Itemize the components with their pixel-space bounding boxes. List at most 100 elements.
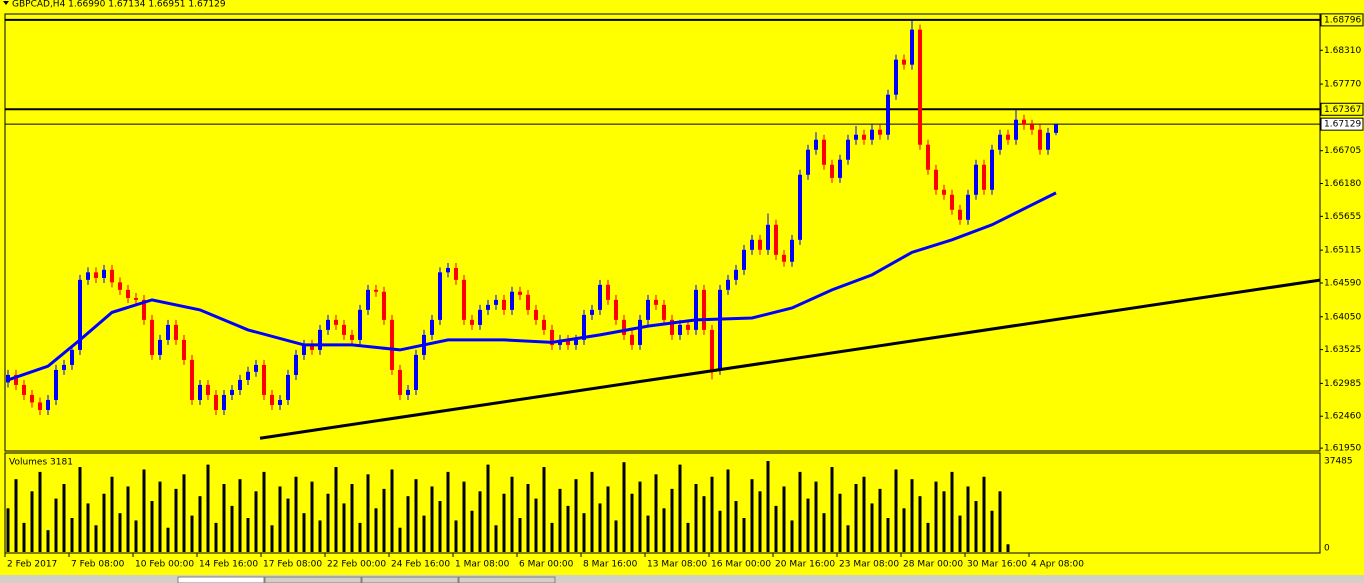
volume-bar — [22, 522, 26, 552]
candle-body — [230, 389, 234, 395]
candle-body — [782, 254, 786, 262]
y-tick-label: 1.66180 — [1324, 179, 1361, 189]
x-tick-label: 10 Feb 00:00 — [135, 560, 194, 570]
volume-bar — [582, 513, 586, 552]
volume-bar — [662, 508, 666, 552]
volume-bar — [334, 467, 338, 552]
candle-body — [486, 304, 490, 310]
volume-bar — [390, 469, 394, 552]
y-tick-label: 1.62460 — [1324, 412, 1361, 422]
volume-bar — [310, 481, 314, 552]
volume-bar — [798, 471, 802, 552]
volume-bar — [510, 476, 514, 552]
candle-body — [1014, 119, 1018, 140]
candle-body — [1054, 124, 1058, 133]
candle-body — [326, 319, 330, 330]
volume-bar — [494, 525, 498, 552]
volume-bar — [670, 488, 674, 552]
volume-bar — [302, 513, 306, 552]
candle-body — [1046, 132, 1050, 150]
candle-body — [758, 239, 762, 250]
x-tick-label: 13 Mar 08:00 — [647, 560, 707, 570]
volume-bar — [342, 503, 346, 552]
candle-body — [246, 371, 250, 380]
candle-body — [254, 364, 258, 372]
volume-bar — [718, 510, 722, 552]
tab[interactable] — [361, 576, 459, 583]
candle-body — [158, 339, 162, 355]
volume-title: Volumes 3181 — [9, 458, 73, 468]
candle-body — [814, 139, 818, 150]
volume-bar — [38, 471, 42, 552]
volume-bar — [238, 479, 242, 552]
x-tick-label: 24 Feb 16:00 — [391, 560, 450, 570]
volume-bar — [982, 476, 986, 552]
volume-bar — [630, 493, 634, 552]
volume-bar — [958, 515, 962, 552]
candle-body — [902, 59, 906, 65]
volume-bar — [638, 481, 642, 552]
volume-bar — [158, 481, 162, 552]
volume-bar — [86, 503, 90, 552]
candle-body — [310, 344, 314, 350]
candle-body — [46, 399, 50, 410]
volume-bar — [350, 484, 354, 552]
candle-body — [182, 339, 186, 360]
candle-body — [70, 349, 74, 365]
menu-arrow[interactable] — [3, 1, 9, 5]
volume-bar — [590, 471, 594, 552]
candle-body — [366, 289, 370, 310]
candle-body — [222, 394, 226, 410]
volume-bar — [686, 522, 690, 552]
candle-body — [350, 334, 354, 340]
volume-bar — [902, 508, 906, 552]
volume-bar — [150, 501, 154, 552]
candle-body — [454, 267, 458, 280]
candle-body — [438, 272, 442, 320]
volume-bar — [46, 530, 50, 552]
candle-body — [126, 289, 130, 298]
volume-bar — [726, 469, 730, 552]
candle-body — [934, 169, 938, 190]
candle-body — [534, 309, 538, 320]
tab[interactable] — [177, 576, 265, 583]
candle-body — [110, 269, 114, 283]
y-tick-label: 1.64590 — [1324, 278, 1361, 288]
volume-bar — [358, 522, 362, 552]
candle-body — [478, 309, 482, 325]
volume-bar — [742, 518, 746, 552]
volume-bar — [678, 464, 682, 552]
candle-body — [806, 149, 810, 175]
candle-body — [886, 94, 890, 135]
volume-bar — [254, 491, 258, 552]
tab[interactable] — [264, 576, 362, 583]
y-tick-label: 1.61950 — [1324, 444, 1361, 454]
candle-body — [942, 189, 946, 195]
volume-bar — [62, 484, 66, 552]
volume-bar — [30, 491, 34, 552]
tab[interactable] — [458, 576, 556, 583]
volume-bar — [646, 515, 650, 552]
candle-body — [462, 279, 466, 320]
candle-body — [206, 384, 210, 395]
axes: 1.68310 1.67770 1.66705 1.66180 1.65655 1.651… — [4, 13, 1364, 570]
candle-body — [446, 267, 450, 273]
volume-bar — [166, 527, 170, 552]
volume-bar — [710, 476, 714, 552]
price-plot — [5, 18, 1320, 440]
candle-body — [150, 319, 154, 355]
candle-body — [278, 399, 282, 405]
volume-bar — [814, 481, 818, 552]
candle-body — [214, 394, 218, 410]
candle-body — [14, 374, 18, 385]
x-tick-label: 4 Apr 08:00 — [1031, 560, 1084, 570]
candle-body — [630, 334, 634, 345]
volume-bar — [190, 515, 194, 552]
candle-body — [30, 394, 34, 403]
level-label: 1.68796 — [1324, 15, 1361, 25]
tab-strip — [0, 575, 1364, 583]
candle-body — [694, 289, 698, 330]
candle-body — [270, 394, 274, 405]
